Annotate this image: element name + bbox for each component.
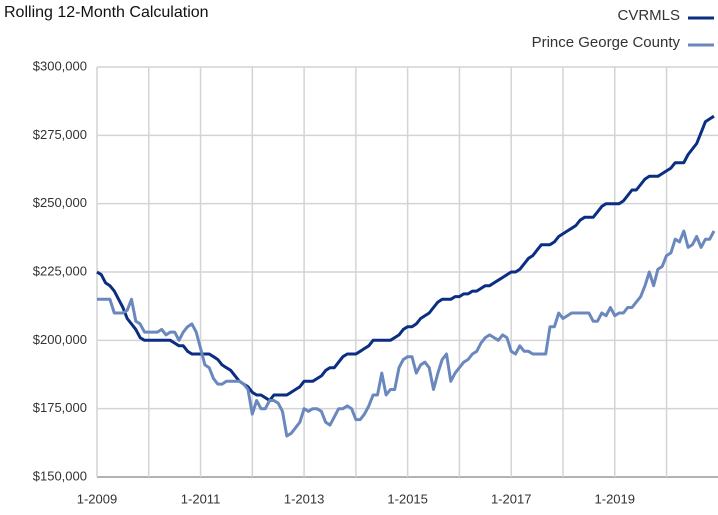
- x-tick-label: 1-2017: [491, 491, 531, 506]
- y-tick-label: $225,000: [33, 263, 87, 278]
- y-tick-label: $250,000: [33, 195, 87, 210]
- legend-label: CVRMLS: [617, 7, 680, 24]
- line-series: [97, 229, 716, 438]
- x-tick-label: 1-2019: [595, 491, 635, 506]
- y-tick-label: $150,000: [33, 468, 87, 483]
- chart-title: Rolling 12-Month Calculation: [4, 4, 209, 21]
- y-tick-label: $275,000: [33, 127, 87, 142]
- legend-label: Prince George County: [532, 34, 681, 51]
- x-tick-label: 1-2011: [181, 491, 221, 506]
- line-series: [96, 114, 715, 402]
- x-tick-label: 1-2009: [77, 491, 117, 506]
- y-tick-label: $300,000: [33, 58, 87, 73]
- x-tick-label: 1-2015: [387, 491, 427, 506]
- y-tick-label: $200,000: [33, 332, 87, 347]
- x-tick-label: 1-2013: [284, 491, 324, 506]
- y-tick-label: $175,000: [33, 400, 87, 415]
